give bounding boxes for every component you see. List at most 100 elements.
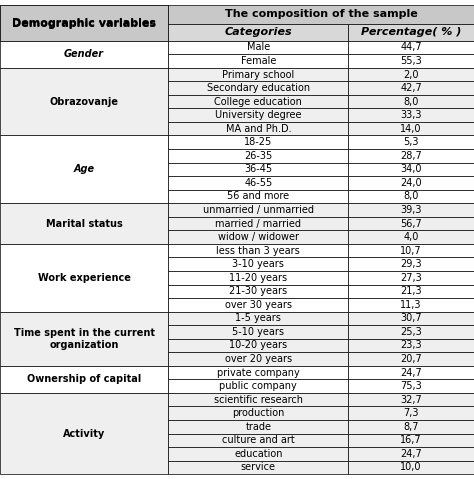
Text: 11-20 years: 11-20 years: [229, 273, 287, 283]
Text: over 30 years: over 30 years: [225, 300, 292, 310]
Bar: [168, 244, 348, 257]
Bar: [348, 108, 474, 122]
Bar: [168, 298, 348, 312]
Text: Age: Age: [73, 164, 95, 174]
Text: widow / widower: widow / widower: [218, 232, 299, 242]
Bar: [348, 122, 474, 136]
Text: 27,3: 27,3: [401, 273, 422, 283]
Text: College education: College education: [214, 97, 302, 107]
Text: University degree: University degree: [215, 110, 301, 120]
Bar: [348, 230, 474, 244]
Bar: [0, 136, 168, 203]
Text: private company: private company: [217, 367, 300, 377]
Text: 24,7: 24,7: [401, 449, 422, 459]
Text: Secondary education: Secondary education: [207, 83, 310, 93]
Bar: [168, 366, 348, 379]
Bar: [348, 244, 474, 257]
Text: Female: Female: [241, 56, 276, 66]
Bar: [0, 203, 168, 244]
Bar: [168, 447, 348, 461]
Text: 5,3: 5,3: [403, 137, 419, 147]
Bar: [168, 24, 348, 41]
Text: 23,3: 23,3: [401, 341, 422, 351]
Bar: [168, 217, 348, 230]
Text: 18-25: 18-25: [244, 137, 273, 147]
Text: Marital status: Marital status: [46, 218, 122, 228]
Bar: [348, 379, 474, 393]
Text: Categories: Categories: [225, 27, 292, 37]
Text: less than 3 years: less than 3 years: [217, 246, 300, 256]
Bar: [348, 447, 474, 461]
Text: 8,0: 8,0: [403, 97, 419, 107]
Text: Demographic variables: Demographic variables: [12, 19, 156, 29]
Text: 11,3: 11,3: [401, 300, 422, 310]
Text: 3-10 years: 3-10 years: [232, 259, 284, 269]
Text: 10,7: 10,7: [401, 246, 422, 256]
Text: 25,3: 25,3: [401, 327, 422, 337]
Text: Demographic variables: Demographic variables: [12, 18, 156, 28]
Bar: [168, 5, 474, 24]
Bar: [348, 352, 474, 366]
Bar: [348, 271, 474, 285]
Bar: [348, 217, 474, 230]
Text: 8,7: 8,7: [403, 422, 419, 432]
Text: 75,3: 75,3: [401, 381, 422, 391]
Text: The composition of the sample: The composition of the sample: [225, 10, 418, 19]
Text: 24,7: 24,7: [401, 367, 422, 377]
Bar: [0, 312, 168, 366]
Text: over 20 years: over 20 years: [225, 354, 292, 364]
Bar: [168, 162, 348, 176]
Text: 56 and more: 56 and more: [227, 192, 290, 202]
Bar: [168, 190, 348, 203]
Text: Primary school: Primary school: [222, 69, 294, 80]
Text: culture and art: culture and art: [222, 435, 295, 445]
Bar: [348, 407, 474, 420]
Bar: [348, 54, 474, 68]
Text: 24,0: 24,0: [401, 178, 422, 188]
Bar: [168, 312, 348, 325]
Bar: [348, 203, 474, 217]
Text: 55,3: 55,3: [401, 56, 422, 66]
Text: 32,7: 32,7: [401, 395, 422, 405]
Text: MA and Ph.D.: MA and Ph.D.: [226, 124, 291, 134]
Bar: [168, 203, 348, 217]
Bar: [348, 68, 474, 81]
Bar: [168, 407, 348, 420]
Bar: [0, 68, 168, 136]
Text: 26-35: 26-35: [244, 151, 273, 161]
Bar: [168, 325, 348, 339]
Bar: [348, 312, 474, 325]
Text: Percentage( % ): Percentage( % ): [361, 27, 461, 37]
Bar: [0, 5, 168, 41]
Bar: [348, 162, 474, 176]
Bar: [168, 339, 348, 352]
Text: trade: trade: [246, 422, 271, 432]
Bar: [0, 5, 168, 41]
Bar: [168, 461, 348, 474]
Text: Gender: Gender: [64, 49, 104, 59]
Bar: [348, 393, 474, 407]
Bar: [168, 230, 348, 244]
Bar: [168, 433, 348, 447]
Bar: [348, 285, 474, 298]
Bar: [348, 339, 474, 352]
Bar: [168, 41, 348, 54]
Text: Work experience: Work experience: [38, 273, 130, 283]
Bar: [168, 285, 348, 298]
Text: 34,0: 34,0: [401, 164, 422, 174]
Bar: [168, 122, 348, 136]
Text: 14,0: 14,0: [401, 124, 422, 134]
Text: Activity: Activity: [63, 429, 105, 439]
Text: production: production: [232, 408, 284, 418]
Text: 36-45: 36-45: [244, 164, 273, 174]
Text: 30,7: 30,7: [401, 313, 422, 323]
Text: 29,3: 29,3: [401, 259, 422, 269]
Text: 16,7: 16,7: [401, 435, 422, 445]
Text: Obrazovanje: Obrazovanje: [50, 97, 118, 107]
Text: 44,7: 44,7: [401, 43, 422, 52]
Text: 21,3: 21,3: [401, 286, 422, 297]
Text: 10-20 years: 10-20 years: [229, 341, 287, 351]
Text: 21-30 years: 21-30 years: [229, 286, 287, 297]
Bar: [0, 244, 168, 312]
Bar: [348, 136, 474, 149]
